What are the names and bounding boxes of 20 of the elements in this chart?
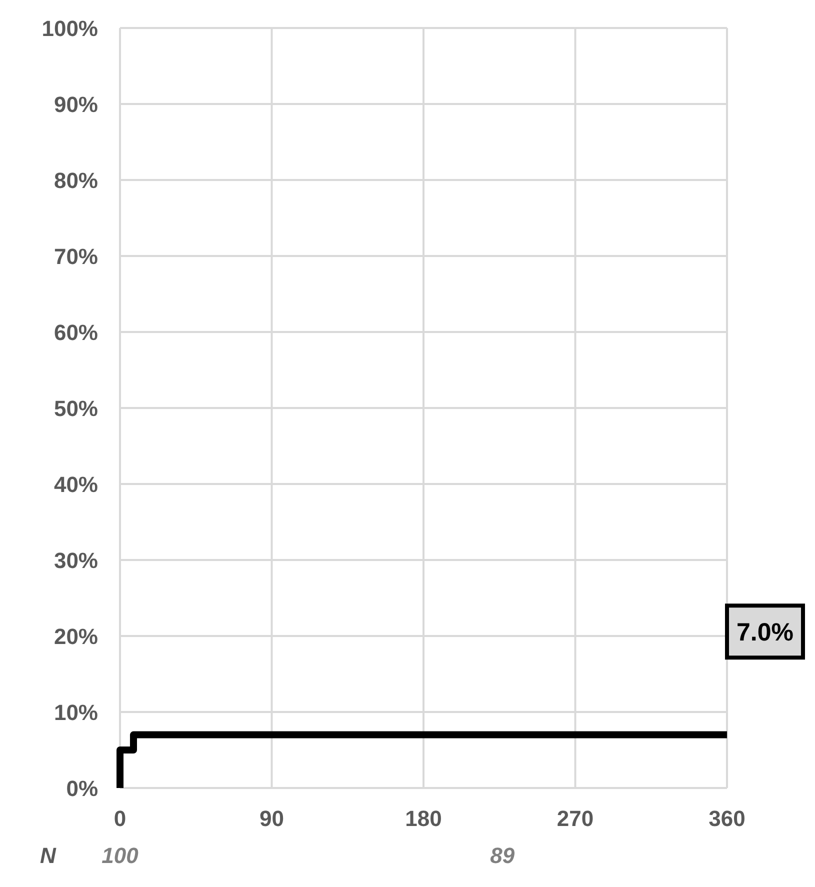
text: 7.0% — [736, 618, 794, 647]
y-tick-label: 50% — [54, 396, 98, 421]
text: 100 — [102, 843, 140, 868]
y-tick-label: 60% — [54, 320, 98, 345]
x-tick-label: 0 — [114, 806, 126, 831]
y-tick-label: 0% — [66, 776, 98, 801]
y-tick-label: 70% — [54, 244, 98, 269]
x-tick-label: 270 — [556, 806, 594, 831]
y-tick-label: 90% — [54, 92, 98, 117]
y-tick-label: 20% — [54, 624, 98, 649]
y-tick-label: 80% — [54, 168, 98, 193]
y-tick-label: 100% — [42, 16, 98, 41]
x-tick-label: 180 — [405, 806, 442, 831]
text: 89 — [490, 843, 516, 868]
y-tick-label: 40% — [54, 472, 98, 497]
y-tick-label: 30% — [54, 548, 98, 573]
x-tick-label: 90 — [260, 806, 284, 831]
x-tick-label: 360 — [708, 806, 746, 831]
y-tick-label: 10% — [54, 700, 98, 725]
text: N — [40, 843, 57, 868]
